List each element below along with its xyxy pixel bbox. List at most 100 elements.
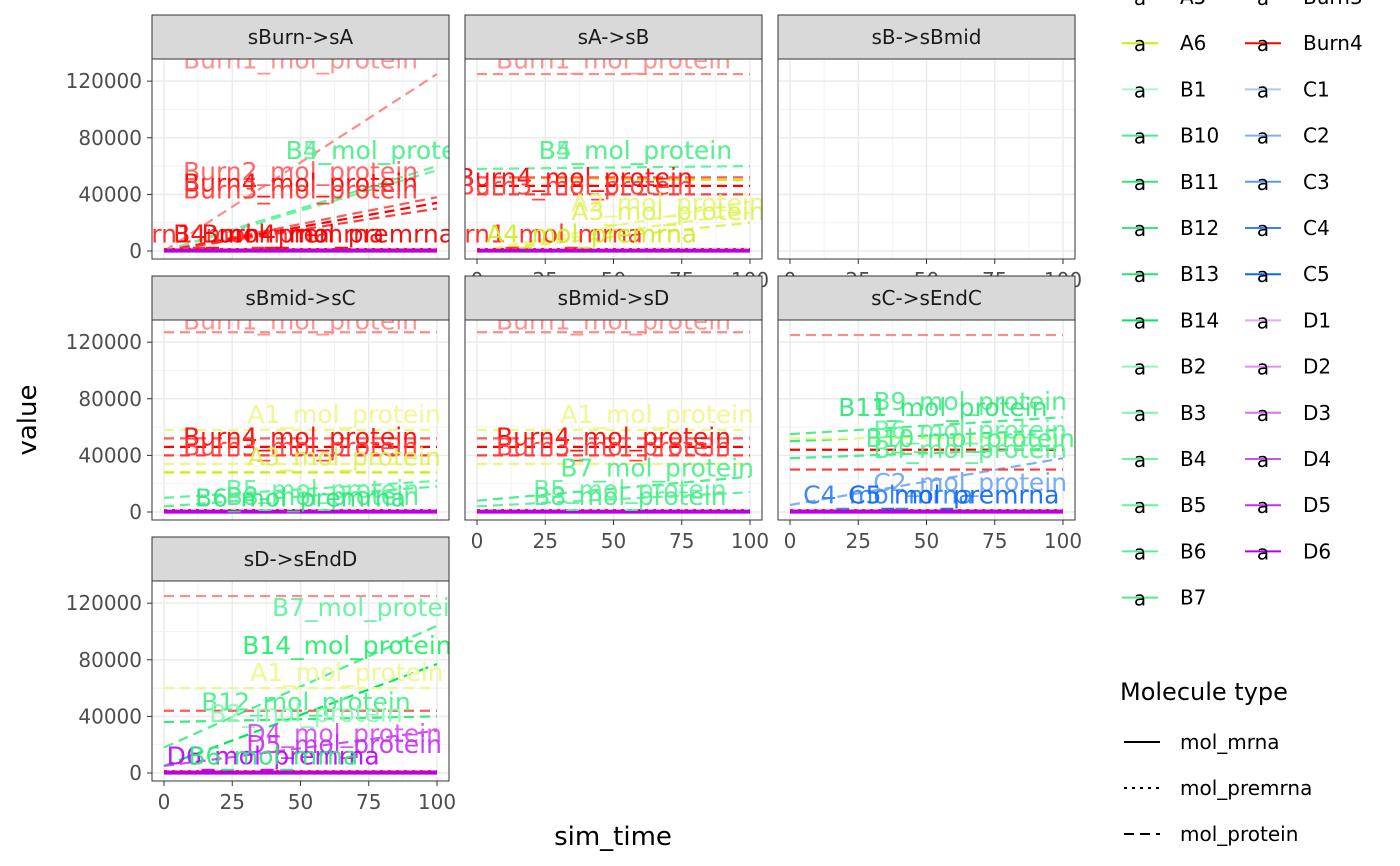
legend-item: a B13 xyxy=(1122,262,1219,287)
series-label: B7_mol_protein xyxy=(560,454,754,483)
facet-strip xyxy=(464,14,763,60)
legend-key-glyph: a xyxy=(1257,448,1269,472)
facet-strip xyxy=(464,275,763,321)
series-label: B5_mol_protein xyxy=(539,136,733,165)
legend-item: a D6 xyxy=(1245,539,1331,564)
legend-label: B13 xyxy=(1180,262,1219,286)
y-tick-label: 80000 xyxy=(78,648,142,672)
series-label: D6_mol_premrna xyxy=(167,742,380,771)
legend-item: a A5 xyxy=(1134,0,1207,10)
series-line xyxy=(163,715,438,724)
series-label: A3_mol_protein xyxy=(571,197,764,226)
legend-label: mol_protein xyxy=(1180,822,1298,846)
series-label: B7_mol_protein xyxy=(272,593,466,622)
y-tick-label: 0 xyxy=(129,500,142,524)
legend-label: B6 xyxy=(1180,539,1206,563)
series-line xyxy=(163,485,438,508)
panel-border xyxy=(151,58,450,260)
legend-key-glyph: a xyxy=(1134,540,1146,564)
series-line xyxy=(163,73,438,252)
panel-data: B7_mol_protein B14_mol_proteinA1_mol_prot… xyxy=(163,593,466,775)
legend-item: a D5 xyxy=(1245,493,1331,518)
series-line xyxy=(163,201,438,253)
series-label: B5_mol_protein xyxy=(226,475,420,504)
x-tick-label: 25 xyxy=(220,790,245,814)
series-label: B4_mol_protein xyxy=(539,136,733,165)
series-label: Burn1_mol_protein xyxy=(496,45,731,74)
legend-key-glyph: a xyxy=(1134,125,1146,149)
y-tick-label: 40000 xyxy=(78,443,142,467)
legend-key-glyph: a xyxy=(1257,540,1269,564)
series-label: Burn3_mol_protein xyxy=(496,432,731,461)
series-label: B8_mol_protein xyxy=(226,482,420,511)
legend-label: B4 xyxy=(1180,447,1206,471)
panel-data: Burn1_mol_protein B5_mol_proteinB4_mol_pr… xyxy=(431,45,764,253)
y-tick-label: 120000 xyxy=(66,591,142,615)
y-tick-label: 120000 xyxy=(66,69,142,93)
series-label: Burn1_mol_mrna xyxy=(431,220,643,249)
facet-strip-label: sD->sEndD xyxy=(244,547,358,571)
series-label: C4_mol_mrna xyxy=(803,481,973,510)
facet-strip-label: sA->sB xyxy=(578,25,650,49)
legend-key-glyph: a xyxy=(1134,356,1146,380)
x-tick-label: 75 xyxy=(356,790,381,814)
legend-key-glyph: a xyxy=(1134,587,1146,611)
facet-strip-label: sBmid->sD xyxy=(558,286,670,310)
series-label: B12_mol_protein xyxy=(201,688,410,717)
legend-key-glyph: a xyxy=(1257,32,1269,56)
legend-label: B12 xyxy=(1180,216,1219,240)
legend-item: a B2 xyxy=(1122,355,1206,380)
legend-item: a B6 xyxy=(1122,539,1206,564)
legend-item: mol_premrna xyxy=(1124,776,1312,800)
legend-item: mol_protein xyxy=(1124,822,1298,846)
legend-label: B14 xyxy=(1180,308,1219,332)
legend-item: a B1 xyxy=(1122,77,1206,102)
legend-item: a B3 xyxy=(1122,401,1206,426)
legend-key-glyph: a xyxy=(1257,494,1269,518)
series-label: Burn2_mol_protein xyxy=(183,157,418,186)
series-label: Burn3_mol_protein xyxy=(183,176,418,205)
series-label: B5_mol_protein xyxy=(286,136,480,165)
legend-item: a C3 xyxy=(1245,170,1330,195)
series-label: B6_mol_protein xyxy=(873,415,1067,444)
series-label: Burn4_mol_premrna xyxy=(202,220,455,249)
facet-panels: sBurn->sA Burn1_mol_protein B5_mol_protein… xyxy=(66,14,1082,814)
legend-key-glyph: a xyxy=(1134,448,1146,472)
series-line xyxy=(163,729,438,768)
legend-label: D4 xyxy=(1303,447,1331,471)
legend-label: B2 xyxy=(1180,355,1206,379)
legend-key-glyph: a xyxy=(1257,171,1269,195)
legend-label: mol_premrna xyxy=(1180,776,1312,800)
legend-item: a D4 xyxy=(1245,447,1331,472)
legend-label: B1 xyxy=(1180,77,1206,101)
legend-label: B7 xyxy=(1180,586,1206,610)
series-label: B11_mol_protein xyxy=(838,393,1047,422)
facet-strip xyxy=(777,275,1076,321)
series-label: B5_mol_protein xyxy=(533,475,727,504)
y-axis-title: value xyxy=(13,384,43,455)
panel-data: Burn1_mol_protein A1_mol_proteinBurn4_mol… xyxy=(476,320,754,514)
legend-item: a B10 xyxy=(1122,124,1219,149)
series-line xyxy=(476,491,751,508)
series-label: A2_mol_protein xyxy=(571,188,764,217)
legend-key-glyph: a xyxy=(1134,0,1146,10)
legend-key-glyph: a xyxy=(1134,263,1146,287)
facet-strip xyxy=(777,14,1076,60)
y-tick-label: 80000 xyxy=(78,387,142,411)
legend-item: a C2 xyxy=(1245,124,1330,149)
legend-label: B3 xyxy=(1180,401,1206,425)
series-line xyxy=(163,196,438,253)
legend-item: a B12 xyxy=(1122,216,1219,241)
x-tick-label: 75 xyxy=(982,529,1007,553)
legend-label: D1 xyxy=(1303,308,1331,332)
legend-key-glyph: a xyxy=(1257,356,1269,380)
series-label: D4_mol_protein xyxy=(246,719,442,748)
series-label: B4_mol_premrna xyxy=(173,220,384,249)
series-line xyxy=(163,207,438,253)
facet-strip-label: sBurn->sA xyxy=(248,25,354,49)
panel-data: Burn1_mol_proteinB5_mol_proteinB4_mol_pr… xyxy=(152,59,480,253)
series-line xyxy=(163,624,438,749)
legend-label: A5 xyxy=(1180,0,1206,9)
legend-label: Burn4 xyxy=(1303,31,1363,55)
legend-item: mol_mrna xyxy=(1124,730,1280,754)
